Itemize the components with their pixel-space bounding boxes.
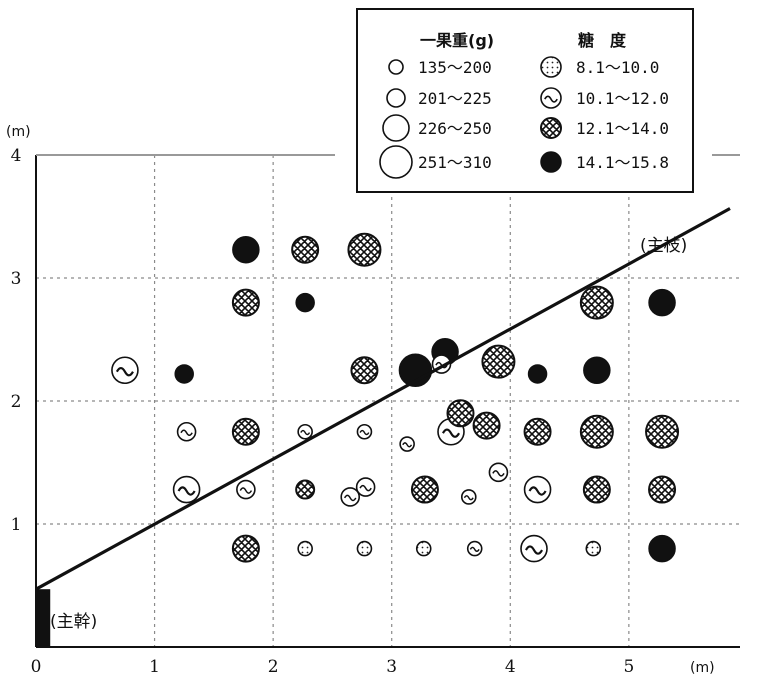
data-point xyxy=(232,235,260,264)
data-point xyxy=(295,292,315,313)
data-point xyxy=(399,436,415,452)
x-unit-label: (m) xyxy=(690,660,715,676)
y-tick-label: 1 xyxy=(11,515,22,535)
data-point xyxy=(645,414,680,449)
data-point xyxy=(356,423,373,440)
data-point xyxy=(520,534,548,563)
data-point xyxy=(583,356,611,384)
data-point xyxy=(472,411,501,440)
data-point xyxy=(585,540,602,557)
y-unit-label: (m) xyxy=(6,124,31,140)
data-point xyxy=(466,540,483,557)
data-point xyxy=(340,487,361,507)
branch-label: (主枝) xyxy=(640,236,687,256)
y-tick-label: 3 xyxy=(11,269,22,289)
data-point xyxy=(297,423,313,440)
data-point xyxy=(410,475,439,504)
data-point xyxy=(176,421,197,442)
trunk-label: (主幹) xyxy=(50,611,97,632)
data-point xyxy=(297,540,313,557)
tick-labels: 0 1 2 3 4 5 1 2 3 4 xyxy=(11,146,635,677)
data-point xyxy=(236,479,256,500)
axes xyxy=(35,154,740,648)
legend-sugar-label: 12.1～14.0 xyxy=(576,119,669,138)
data-point xyxy=(355,477,376,497)
main-branch-line xyxy=(35,207,731,591)
data-point xyxy=(488,462,509,483)
legend-size-title: 一果重(g) xyxy=(420,31,494,50)
legend-size-marker xyxy=(386,88,406,108)
legend-sugar-marker xyxy=(540,151,562,173)
data-point xyxy=(415,540,432,557)
x-tick-label: 4 xyxy=(505,657,516,677)
data-point xyxy=(356,540,373,557)
data-point xyxy=(648,288,676,317)
data-point xyxy=(648,534,676,563)
data-point xyxy=(579,414,614,449)
data-point xyxy=(446,399,475,428)
data-point xyxy=(648,475,677,504)
data-point xyxy=(347,232,382,267)
data-point xyxy=(527,364,548,384)
legend-box xyxy=(356,8,694,193)
data-point xyxy=(523,417,552,446)
y-tick-label: 2 xyxy=(11,392,22,412)
data-point xyxy=(350,356,379,385)
x-tick-label: 2 xyxy=(268,657,279,677)
x-tick-label: 0 xyxy=(31,657,42,677)
data-point xyxy=(460,489,477,505)
legend-size-marker xyxy=(379,145,413,179)
y-tick-label: 4 xyxy=(11,146,22,166)
legend-size-label: 226～250 xyxy=(418,119,492,138)
data-point xyxy=(231,288,260,317)
legend-sugar-label: 14.1～15.8 xyxy=(576,153,669,172)
data-point xyxy=(111,356,139,385)
legend-size-marker xyxy=(382,114,410,142)
legend-sugar-label: 8.1～10.0 xyxy=(576,58,659,77)
data-point xyxy=(172,475,201,504)
legend: 一果重(g) 糖 度 135～200 201～225 226～250 251～310 8… xyxy=(356,8,694,193)
legend-sugar-marker xyxy=(540,117,562,139)
data-point xyxy=(579,285,614,320)
legend-sugar-marker xyxy=(540,56,562,78)
legend-sugar-title: 糖 度 xyxy=(578,31,627,50)
legend-size-label: 251～310 xyxy=(418,153,492,172)
data-point xyxy=(582,475,611,504)
data-point xyxy=(523,475,552,504)
legend-size-label: 135～200 xyxy=(418,58,492,77)
data-point xyxy=(231,534,260,563)
data-point xyxy=(295,479,316,500)
legend-sugar-label: 10.1～12.0 xyxy=(576,89,669,108)
legend-sugar-marker xyxy=(540,87,562,109)
grid-lines xyxy=(36,155,740,647)
main-trunk-bar xyxy=(36,589,51,647)
x-tick-label: 5 xyxy=(623,657,634,677)
data-point xyxy=(231,417,260,446)
x-tick-label: 3 xyxy=(386,657,397,677)
data-point xyxy=(174,364,194,384)
x-tick-label: 1 xyxy=(149,657,160,677)
data-point xyxy=(291,235,320,264)
legend-size-label: 201～225 xyxy=(418,89,492,108)
data-point xyxy=(481,344,516,379)
legend-size-marker xyxy=(388,59,404,75)
